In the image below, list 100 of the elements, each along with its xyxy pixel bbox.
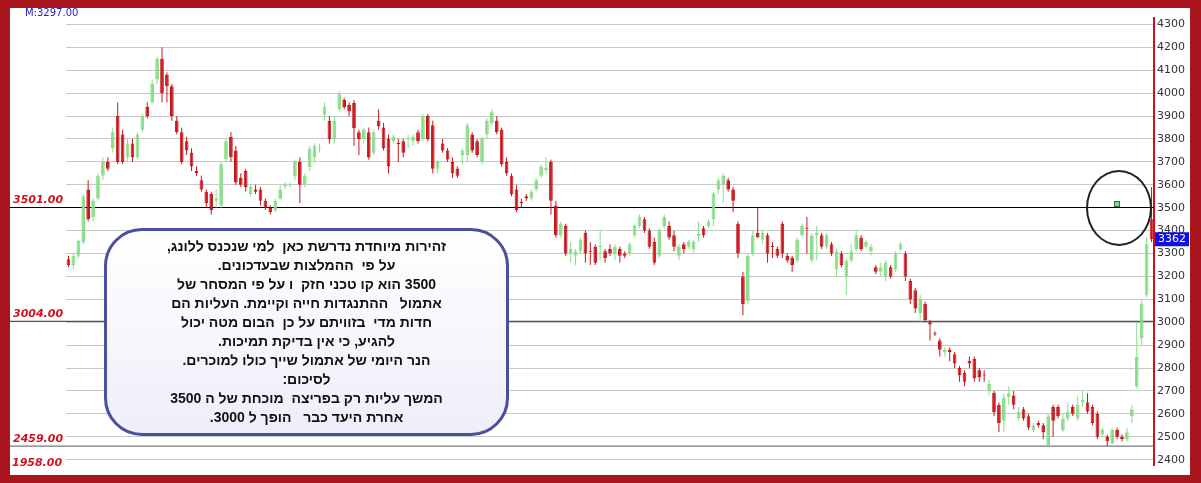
candlestick xyxy=(800,223,804,238)
candlestick xyxy=(997,401,1001,433)
candlestick xyxy=(278,184,282,202)
candlestick xyxy=(810,232,814,264)
candlestick xyxy=(1006,385,1011,406)
candlestick xyxy=(874,264,878,275)
candlestick xyxy=(204,188,209,209)
candlestick xyxy=(1011,390,1016,410)
candlestick xyxy=(554,200,558,238)
candlestick xyxy=(170,83,174,122)
y-tick-label: 4000 xyxy=(1157,86,1186,100)
y-tick-label: 4300 xyxy=(1157,17,1186,31)
candlestick xyxy=(229,131,233,163)
candlestick xyxy=(362,127,366,145)
candlestick xyxy=(849,243,854,264)
candlestick xyxy=(883,259,888,282)
candlestick xyxy=(298,156,302,204)
candlestick xyxy=(923,301,927,323)
candlestick xyxy=(160,46,164,103)
y-tick-label: 3100 xyxy=(1157,292,1186,306)
candlestick xyxy=(352,99,356,147)
candlestick xyxy=(140,113,145,133)
y-tick-label: 2700 xyxy=(1157,383,1186,397)
candlestick xyxy=(494,115,499,135)
candlestick xyxy=(992,390,996,417)
candlestick xyxy=(746,253,750,305)
y-tick-label: 3000 xyxy=(1157,315,1186,329)
candlestick xyxy=(332,115,337,145)
candlestick xyxy=(913,287,918,314)
candlestick xyxy=(1115,427,1119,440)
candlestick xyxy=(76,239,81,259)
y-tick-label: 3200 xyxy=(1157,269,1186,283)
candlestick xyxy=(1056,404,1060,419)
candlestick xyxy=(416,129,420,145)
candlestick xyxy=(155,56,159,85)
ref-line-label: 2459.00 xyxy=(13,431,64,445)
candlestick xyxy=(426,113,430,142)
candlestick xyxy=(726,177,730,193)
candlestick xyxy=(667,220,671,241)
y-tick-label: 4200 xyxy=(1157,40,1186,54)
candlestick xyxy=(174,115,179,135)
candlestick xyxy=(672,230,676,252)
candlestick xyxy=(101,156,105,181)
candlestick xyxy=(534,177,538,193)
y-tick-label: 2400 xyxy=(1157,452,1186,466)
candlestick xyxy=(209,191,214,216)
candlestick xyxy=(243,168,248,193)
y-tick-label: 3700 xyxy=(1157,154,1186,168)
candlestick xyxy=(96,172,100,202)
ref-line-label: 3004.00 xyxy=(13,306,64,320)
candlestick xyxy=(736,220,740,259)
candlestick xyxy=(662,214,666,229)
candlestick xyxy=(844,257,849,296)
candlestick xyxy=(91,198,95,222)
candlestick xyxy=(682,241,686,255)
candlestick xyxy=(421,113,425,142)
candlestick xyxy=(106,156,110,172)
candlestick xyxy=(539,163,543,179)
candlestick xyxy=(790,255,794,273)
candlestick xyxy=(165,72,169,103)
candlestick xyxy=(613,243,617,261)
candlestick xyxy=(293,159,297,181)
candlestick xyxy=(987,379,991,397)
candlestick xyxy=(86,179,90,222)
candlestick xyxy=(1002,392,1006,433)
candlestick xyxy=(972,356,977,383)
candlestick xyxy=(618,246,622,264)
candlestick xyxy=(1061,413,1065,433)
annotation: M:3297.00 xyxy=(25,7,79,18)
candlestick xyxy=(224,138,228,163)
candlestick xyxy=(1110,427,1115,445)
candlestick xyxy=(928,319,932,342)
candlestick xyxy=(1125,427,1129,442)
candlestick xyxy=(1075,395,1080,422)
candlestick xyxy=(371,129,376,156)
y-tick-label: 2900 xyxy=(1157,338,1186,352)
candlestick xyxy=(110,127,115,154)
candlestick xyxy=(411,133,415,147)
candlestick xyxy=(864,239,868,250)
candlestick xyxy=(357,129,361,156)
y-tick-label: 2500 xyxy=(1157,429,1186,443)
y-tick-label: 4100 xyxy=(1157,63,1186,77)
candlestick xyxy=(593,243,598,266)
candlestick xyxy=(490,108,494,126)
candlestick xyxy=(657,227,662,259)
y-tick-label: 3300 xyxy=(1157,246,1186,260)
candlestick xyxy=(307,145,312,172)
y-tick-label: 3500 xyxy=(1157,200,1186,214)
candlestick xyxy=(750,230,755,257)
candlestick xyxy=(401,138,406,158)
candlestick xyxy=(938,337,942,358)
candlestick xyxy=(347,101,351,117)
y-tick-label: 2800 xyxy=(1157,360,1186,374)
candlestick xyxy=(795,236,799,264)
candlestick xyxy=(485,117,489,140)
candlestick xyxy=(918,294,923,323)
candlestick xyxy=(1066,401,1070,422)
candlestick xyxy=(480,136,484,165)
y-tick-label: 2600 xyxy=(1157,406,1186,420)
candlestick xyxy=(342,97,346,110)
